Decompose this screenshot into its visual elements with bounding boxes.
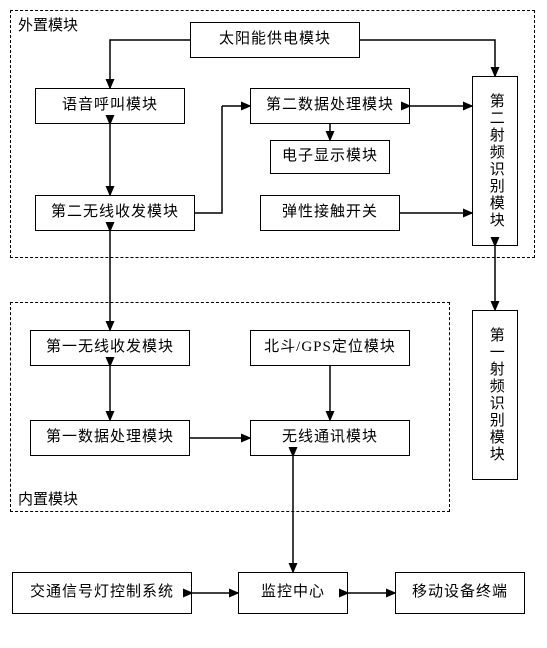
gps-box: 北斗/GPS定位模块 (250, 330, 410, 366)
internal-module-label: 内置模块 (16, 488, 80, 509)
dp1-box: 第一数据处理模块 (30, 420, 190, 456)
rfid1-box: 第一射频识别模块 (472, 310, 518, 480)
dp2-box: 第二数据处理模块 (250, 88, 410, 124)
external-module-label: 外置模块 (16, 14, 80, 35)
rfid2-box: 第二射频识别模块 (472, 76, 518, 246)
display-box: 电子显示模块 (270, 140, 390, 174)
switch-box: 弹性接触开关 (260, 195, 400, 231)
voice-box: 语音呼叫模块 (35, 88, 185, 124)
center-box: 监控中心 (238, 572, 348, 614)
traffic-box: 交通信号灯控制系统 (12, 572, 192, 614)
mobile-box: 移动设备终端 (395, 572, 525, 614)
solar-box: 太阳能供电模块 (190, 22, 360, 58)
tx1-box: 第一无线收发模块 (30, 330, 190, 366)
comm-box: 无线通讯模块 (250, 420, 410, 456)
tx2-box: 第二无线收发模块 (35, 195, 195, 231)
